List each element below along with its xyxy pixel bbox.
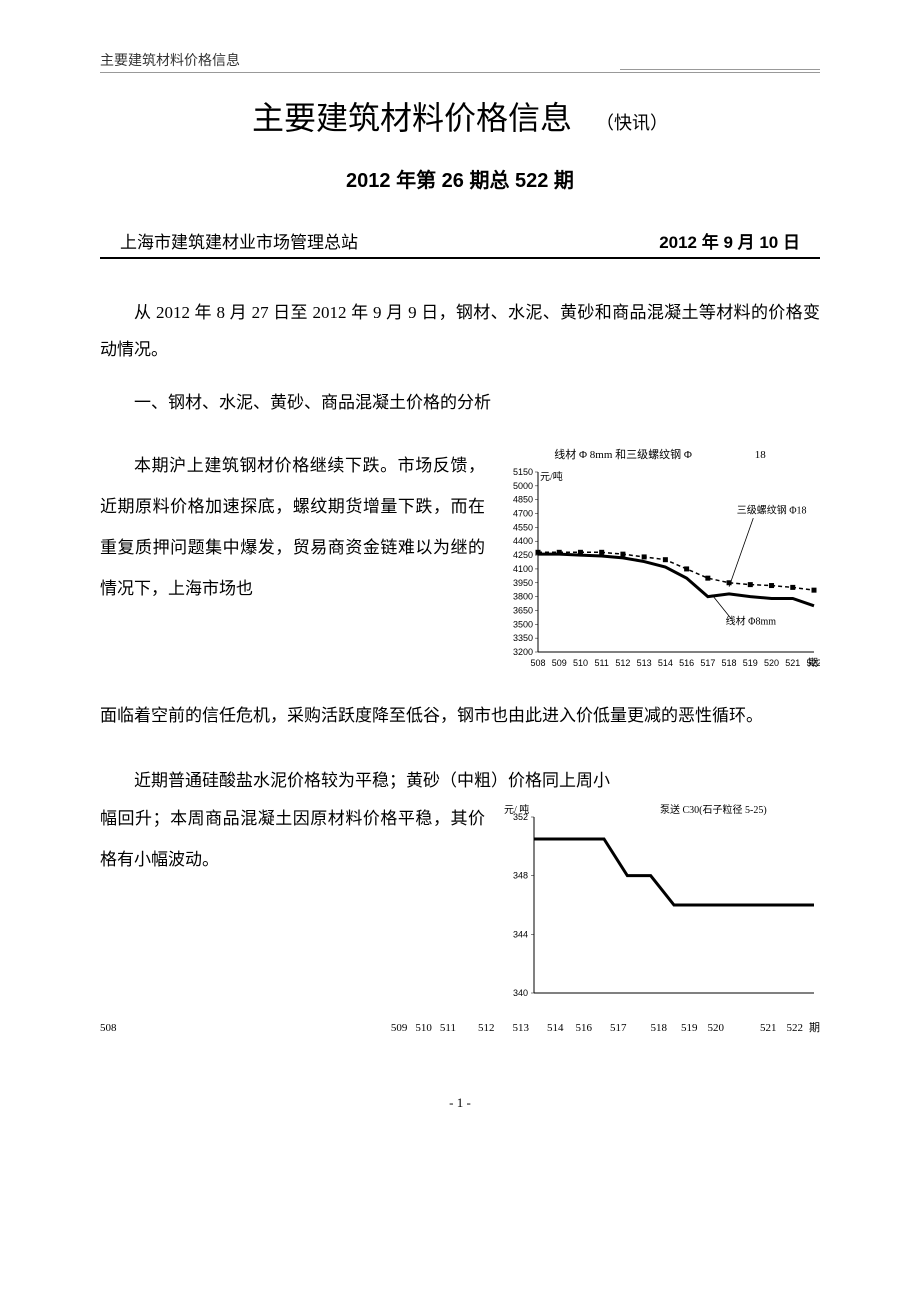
chart-1-col: 线材 Φ 8mm 和三级螺纹钢 Φ 18 元/吨 5150 5000 4850 4700… — [500, 446, 820, 681]
svg-text:519: 519 — [743, 658, 758, 668]
x-first: 508 — [100, 1022, 117, 1034]
svg-text:340: 340 — [513, 988, 528, 998]
page-number: - 1 - — [100, 1095, 820, 1111]
svg-text:4250: 4250 — [513, 550, 533, 560]
header-right-blank — [620, 50, 820, 70]
para-1a-col: 本期沪上建筑钢材价格继续下跌。市场反馈，近期原料价格加速探底，螺纹期货增量下跌，… — [100, 446, 485, 609]
svg-text:3650: 3650 — [513, 606, 533, 616]
svg-text:509: 509 — [552, 658, 567, 668]
svg-text:3800: 3800 — [513, 592, 533, 602]
svg-text:4700: 4700 — [513, 509, 533, 519]
para-2b-col: 幅回升；本周商品混凝土因原材料价格平稳，其价格有小幅波动。 — [100, 799, 485, 881]
svg-text:514: 514 — [658, 658, 673, 668]
svg-text:510: 510 — [573, 658, 588, 668]
svg-text:3350: 3350 — [513, 633, 533, 643]
svg-text:511: 511 — [595, 658, 609, 668]
para-1a: 本期沪上建筑钢材价格继续下跌。市场反馈，近期原料价格加速探底，螺纹期货增量下跌，… — [100, 446, 485, 609]
svg-text:520: 520 — [764, 658, 779, 668]
svg-text:518: 518 — [722, 658, 737, 668]
row-2: 幅回升；本周商品混凝土因原材料价格平稳，其价格有小幅波动。 元/ 吨泵送 C30… — [100, 799, 820, 1004]
publisher-line: 上海市建筑建材业市场管理总站 2012 年 9 月 10 日 — [100, 228, 820, 259]
para-1b: 面临着空前的信任危机，采购活跃度降至低谷，钢市也由此进入价低量更减的恶性循环。 — [100, 696, 820, 737]
svg-text:线材 Φ8mm: 线材 Φ8mm — [726, 614, 777, 627]
svg-text:352: 352 — [513, 812, 528, 822]
chart-2-xaxis-overflow: 508 509510511512513514516517518519520521… — [100, 1019, 820, 1035]
svg-text:344: 344 — [513, 930, 528, 940]
sub-title: （快讯） — [596, 113, 668, 133]
publisher-org: 上海市建筑建材业市场管理总站 — [120, 228, 358, 253]
svg-text:517: 517 — [700, 658, 715, 668]
issue-line: 2012 年第 26 期总 522 期 — [100, 164, 820, 193]
svg-text:508: 508 — [530, 658, 545, 668]
main-title: 主要建筑材料价格信息 — [252, 100, 572, 136]
svg-text:4850: 4850 — [513, 495, 533, 505]
svg-text:3500: 3500 — [513, 619, 533, 629]
para-2b: 幅回升；本周商品混凝土因原材料价格平稳，其价格有小幅波动。 — [100, 799, 485, 881]
para-2a: 近期普通硅酸盐水泥价格较为平稳；黄砂（中粗）价格同上周小 — [100, 762, 820, 799]
svg-text:期: 期 — [808, 657, 818, 669]
header-bar: 主要建筑材料价格信息 — [100, 50, 820, 73]
chart-1: 线材 Φ 8mm 和三级螺纹钢 Φ 18 元/吨 5150 5000 4850 4700… — [500, 446, 820, 681]
svg-text:三级螺纹钢 Φ18: 三级螺纹钢 Φ18 — [737, 504, 807, 517]
svg-text:516: 516 — [679, 658, 694, 668]
row-1: 本期沪上建筑钢材价格继续下跌。市场反馈，近期原料价格加速探底，螺纹期货增量下跌，… — [100, 446, 820, 681]
svg-text:5000: 5000 — [513, 481, 533, 491]
intro-paragraph: 从 2012 年 8 月 27 日至 2012 年 9 月 9 日，钢材、水泥、… — [100, 294, 820, 369]
publisher-date: 2012 年 9 月 10 日 — [659, 228, 800, 253]
x-rest: 509510511512513514516517518519520521522期 — [381, 1019, 820, 1035]
svg-text:4550: 4550 — [513, 523, 533, 533]
svg-text:348: 348 — [513, 871, 528, 881]
chart-1-title: 线材 Φ 8mm 和三级螺纹钢 Φ 18 — [500, 446, 820, 462]
chart-2-col: 元/ 吨泵送 C30(石子粒径 5-25)352348344340 — [500, 799, 820, 1004]
svg-text:513: 513 — [637, 658, 652, 668]
svg-text:521: 521 — [785, 658, 800, 668]
svg-text:4400: 4400 — [513, 536, 533, 546]
section-1-title: 一、钢材、水泥、黄砂、商品混凝土价格的分析 — [100, 384, 820, 421]
chart-1-svg: 元/吨 5150 5000 4850 4700 4550 4400 4250 4100 3950 3… — [500, 466, 820, 676]
title-block: 主要建筑材料价格信息 （快讯） — [100, 93, 820, 139]
chart-2-svg: 元/ 吨泵送 C30(石子粒径 5-25)352348344340 — [500, 799, 820, 999]
svg-text:3200: 3200 — [513, 647, 533, 657]
svg-text:3950: 3950 — [513, 578, 533, 588]
svg-text:元/吨: 元/吨 — [540, 470, 563, 483]
svg-text:泵送 C30(石子粒径 5-25): 泵送 C30(石子粒径 5-25) — [660, 803, 767, 816]
header-small-title: 主要建筑材料价格信息 — [100, 50, 240, 70]
svg-text:4100: 4100 — [513, 564, 533, 574]
svg-text:512: 512 — [615, 658, 630, 668]
chart-2: 元/ 吨泵送 C30(石子粒径 5-25)352348344340 — [500, 799, 820, 1004]
svg-text:5150: 5150 — [513, 467, 533, 477]
